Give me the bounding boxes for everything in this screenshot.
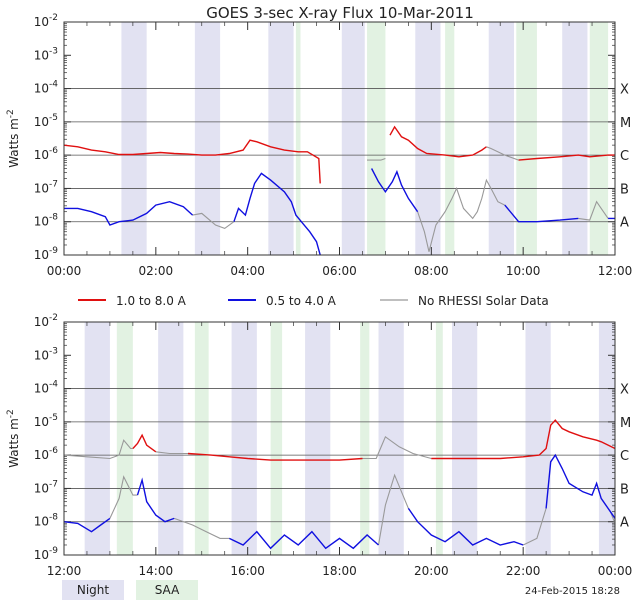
flare-class-M: M: [620, 416, 631, 431]
y-tick-label: 10-2: [34, 13, 58, 29]
flare-class-A: A: [620, 216, 629, 231]
y-tick-label: 10-3: [34, 46, 58, 62]
flare-class-X: X: [620, 383, 629, 398]
y-tick-label: 10-8: [34, 213, 59, 229]
series-no-rhessi-bottom: [63, 435, 616, 546]
panel-bottom: A B C M X 10-9 10-8 10-7 10-6 10-5 10-4 10-3 10-2 12:…: [6, 313, 632, 578]
saa-band-1: [194, 322, 209, 555]
saa-band-2: [445, 22, 455, 255]
y-tick-label: 10-6: [34, 146, 59, 162]
night-band-1: [158, 322, 184, 555]
flare-class-A: A: [620, 516, 629, 531]
flare-class-C: C: [620, 149, 629, 164]
y-tick-label: 10-7: [34, 479, 58, 495]
flare-class-M: M: [620, 116, 631, 131]
saa-band-0: [295, 22, 301, 255]
x-tick-label: 10:00: [506, 264, 541, 278]
legend-label-1: 0.5 to 4.0 A: [266, 294, 337, 308]
series-long-channel-top: [63, 125, 615, 184]
flare-class-C: C: [620, 449, 629, 464]
night-band-6: [562, 22, 588, 255]
night-band-2: [268, 22, 294, 255]
night-legend-label: Night: [77, 583, 110, 597]
flare-class-B: B: [620, 482, 629, 497]
plot-frame: [63, 21, 616, 256]
saa-band-0: [116, 322, 133, 555]
chart-title: GOES 3-sec X-ray Flux 10-Mar-2011: [206, 4, 474, 22]
flare-class-B: B: [620, 182, 629, 197]
series-long-channel-bottom: [132, 419, 616, 461]
saa-legend-swatch: [136, 580, 198, 600]
panel-top: A B C M X 10-9 10-8 10-7 10-6 10-5 10-4 10-3 10-2 00:…: [6, 13, 632, 278]
timestamp-footer: 24-Feb-2015 18:28: [525, 586, 620, 597]
x-tick-label: 04:00: [230, 264, 265, 278]
plot-frame: [63, 321, 616, 556]
saa-band-3: [360, 322, 370, 555]
y-tick-label: 10-4: [34, 380, 59, 396]
night-band-7: [598, 322, 615, 555]
night-legend-swatch: [62, 580, 124, 600]
y-tick-label: 10-4: [34, 80, 59, 96]
night-saa-legend: Night SAA: [62, 580, 198, 600]
y-tick-label: 10-5: [34, 113, 58, 129]
night-band-2: [231, 322, 257, 555]
y-tick-label: 10-9: [34, 246, 59, 262]
series-short-channel-bottom: [63, 453, 616, 550]
x-tick-label: 18:00: [322, 564, 357, 578]
x-tick-label: 12:00: [47, 564, 82, 578]
saa-band-4: [435, 322, 443, 555]
saa-band-1: [367, 22, 386, 255]
y-axis-label: Watts m-2: [6, 109, 21, 168]
legend-label-2: No RHESSI Solar Data: [418, 294, 549, 308]
saa-legend-label: SAA: [155, 583, 180, 597]
y-tick-label: 10-2: [34, 313, 58, 329]
night-band-0: [84, 322, 110, 555]
night-band-3: [341, 22, 365, 255]
x-tick-label: 22:00: [506, 564, 541, 578]
saa-band-3: [516, 22, 537, 255]
night-band-5: [488, 22, 514, 255]
x-tick-label: 16:00: [230, 564, 265, 578]
x-tick-label: 14:00: [139, 564, 174, 578]
saa-band-4: [589, 22, 609, 255]
night-band-5: [451, 322, 478, 555]
x-tick-label: 00:00: [47, 264, 82, 278]
night-band-6: [525, 322, 551, 555]
y-tick-label: 10-7: [34, 179, 58, 195]
x-tick-label: 12:00: [598, 264, 633, 278]
x-tick-label: 00:00: [598, 564, 633, 578]
legend-label-0: 1.0 to 8.0 A: [116, 294, 187, 308]
flare-class-X: X: [620, 83, 629, 98]
saa-band-2: [270, 322, 283, 555]
x-tick-label: 02:00: [139, 264, 174, 278]
night-band-4: [415, 22, 441, 255]
y-tick-label: 10-6: [34, 446, 59, 462]
x-tick-label: 06:00: [322, 264, 357, 278]
series-no-rhessi-top: [192, 146, 609, 252]
x-tick-label: 20:00: [414, 564, 449, 578]
y-tick-label: 10-8: [34, 513, 59, 529]
y-tick-label: 10-5: [34, 413, 58, 429]
y-axis-label: Watts m-2: [6, 409, 21, 468]
x-tick-label: 08:00: [414, 264, 449, 278]
night-band-4: [378, 322, 404, 555]
series-short-channel-top: [64, 168, 615, 256]
y-tick-label: 10-3: [34, 346, 58, 362]
night-band-1: [194, 22, 221, 255]
y-tick-label: 10-9: [34, 546, 59, 562]
legend: 1.0 to 8.0 A 0.5 to 4.0 A No RHESSI Solar …: [78, 294, 549, 308]
night-band-3: [305, 322, 331, 555]
